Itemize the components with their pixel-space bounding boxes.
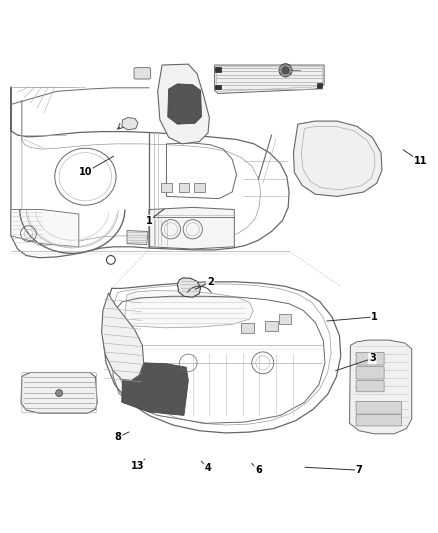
FancyBboxPatch shape	[356, 415, 402, 426]
FancyBboxPatch shape	[134, 68, 151, 79]
Text: 7: 7	[356, 465, 363, 475]
FancyBboxPatch shape	[317, 84, 322, 88]
Circle shape	[279, 64, 292, 77]
Text: 1: 1	[145, 215, 152, 225]
Text: 4: 4	[205, 463, 212, 473]
Text: 8: 8	[115, 432, 122, 442]
Polygon shape	[122, 118, 138, 130]
FancyBboxPatch shape	[356, 352, 384, 365]
FancyBboxPatch shape	[194, 183, 205, 192]
FancyBboxPatch shape	[215, 85, 221, 89]
FancyBboxPatch shape	[265, 321, 278, 331]
FancyBboxPatch shape	[356, 381, 384, 392]
Polygon shape	[125, 290, 253, 328]
Text: 1: 1	[371, 312, 378, 322]
Circle shape	[282, 67, 289, 74]
Polygon shape	[168, 84, 201, 124]
Polygon shape	[122, 363, 188, 415]
Text: 10: 10	[79, 167, 92, 177]
Circle shape	[56, 390, 63, 397]
Polygon shape	[215, 65, 324, 93]
Polygon shape	[158, 64, 209, 144]
Text: 11: 11	[414, 156, 427, 166]
Text: 3: 3	[369, 353, 376, 364]
Text: 13: 13	[131, 461, 145, 471]
FancyBboxPatch shape	[356, 366, 384, 379]
Text: 6: 6	[255, 465, 262, 475]
Polygon shape	[127, 231, 148, 245]
Polygon shape	[350, 340, 412, 434]
FancyBboxPatch shape	[356, 401, 402, 414]
FancyBboxPatch shape	[215, 67, 221, 71]
Polygon shape	[102, 293, 144, 381]
Polygon shape	[177, 278, 201, 297]
Polygon shape	[293, 121, 382, 197]
Polygon shape	[149, 207, 234, 249]
FancyBboxPatch shape	[279, 314, 291, 324]
FancyBboxPatch shape	[161, 183, 172, 192]
FancyBboxPatch shape	[241, 323, 254, 333]
FancyBboxPatch shape	[179, 183, 189, 192]
Polygon shape	[11, 209, 79, 247]
Text: 2: 2	[207, 277, 214, 287]
Polygon shape	[21, 373, 97, 413]
